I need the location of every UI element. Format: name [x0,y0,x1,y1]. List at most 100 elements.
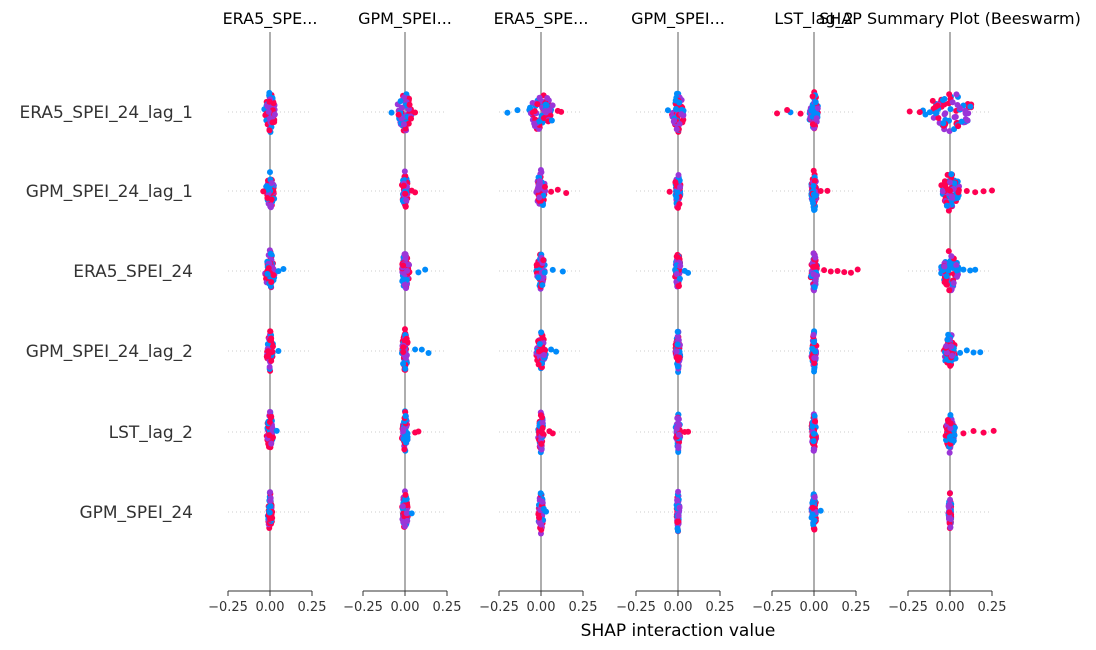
feature-label: ERA5_SPEI_24 [73,262,193,282]
x-tick-label: 0.00 [256,600,285,615]
beeswarm-dot [970,349,977,356]
beeswarm-dot [673,194,680,201]
beeswarm-dot [960,266,967,273]
beeswarm-dot [264,270,271,277]
beeswarm-dot [809,345,816,352]
beeswarm-dot [539,498,546,505]
x-axis-label: SHAP interaction value [581,621,776,641]
beeswarm-dot [673,425,680,432]
beeswarm-dot [673,348,680,355]
beeswarm-dot [403,510,410,517]
beeswarm-dot [267,497,274,504]
beeswarm-dot [677,262,684,269]
beeswarm-dot [941,101,948,108]
beeswarm-dot [784,107,791,114]
beeswarm-dot [947,362,954,369]
beeswarm-dot [536,348,543,355]
beeswarm-dot [534,186,541,193]
beeswarm-dot [542,109,549,116]
beeswarm-dot [266,169,273,176]
beeswarm-dot [543,508,550,515]
beeswarm-dot [854,266,861,273]
beeswarm-dot [542,101,549,108]
beeswarm-dot [955,189,962,196]
beeswarm-dot [946,449,953,456]
panel-title: GPM_SPEI... [631,9,725,29]
beeswarm-dot [541,269,548,276]
x-tick-label: 0.00 [527,600,556,615]
figure-title: SHAP Summary Plot (Beeswarm) [819,9,1081,28]
panels-layer: ERA5_SPEI_24_lag_1 GPM_SPEI_24_lag_1 ERA5_… [20,9,1007,615]
beeswarm-dot [402,190,409,197]
beeswarm-dot [268,202,275,209]
beeswarm-dot [811,177,818,184]
beeswarm-dot [267,414,274,421]
beeswarm-dot [906,108,913,115]
beeswarm-dot [948,171,955,178]
beeswarm-dot [402,413,409,420]
beeswarm-dot [950,280,957,287]
beeswarm-dot [943,343,950,350]
beeswarm-dot [930,114,937,121]
beeswarm-dot [962,107,969,114]
beeswarm-dot [664,107,671,114]
beeswarm-dot [812,418,819,425]
beeswarm-dot [824,187,831,194]
beeswarm-dot [268,440,275,447]
feature-label: GPM_SPEI_24_lag_2 [26,342,193,362]
beeswarm-dot [540,257,547,264]
panel-title: GPM_SPEI... [358,9,452,29]
beeswarm-dot [536,178,543,185]
beeswarm-dot [945,503,952,510]
beeswarm-dot [531,108,538,115]
beeswarm-dot [406,101,413,108]
beeswarm-dot [947,420,954,427]
beeswarm-dot [811,517,818,524]
beeswarm-dot [554,186,561,193]
x-tick-label: −0.25 [208,600,248,615]
beeswarm-dot [939,97,946,104]
panel-title: ERA5_SPE... [223,9,318,29]
beeswarm-dot [811,526,818,533]
x-tick-label: 0.25 [569,600,598,615]
beeswarm-dot [810,167,817,174]
beeswarm-dot [809,504,816,511]
beeswarm-dot [260,188,267,195]
beeswarm-dot [538,521,545,528]
beeswarm-dot [666,188,673,195]
beeswarm-dot [675,443,682,450]
beeswarm-dot [943,202,950,209]
beeswarm-dot [944,336,951,343]
beeswarm-dot [809,499,816,506]
beeswarm-dot [673,126,680,133]
beeswarm-dot [418,346,425,353]
beeswarm-dot [400,121,407,128]
beeswarm-dot [810,191,817,198]
beeswarm-dot [943,281,950,288]
beeswarm-dot [534,101,541,108]
beeswarm-dot [947,425,954,432]
beeswarm-dot [812,254,819,261]
beeswarm-dot [675,431,682,438]
beeswarm-dot [674,525,681,532]
beeswarm-dot [949,99,956,106]
beeswarm-dot [812,99,819,106]
beeswarm-dot [401,251,408,258]
beeswarm-dot [404,517,411,524]
beeswarm-dot [685,269,692,276]
beeswarm-dot [810,437,817,444]
beeswarm-dot [400,344,407,351]
x-tick-label: −0.25 [343,600,383,615]
beeswarm-dot [266,89,273,96]
panel-3: −0.25 0.00 0.25 ERA5_SPE... [479,9,597,615]
beeswarm-dot [933,109,940,116]
beeswarm-dot [402,337,409,344]
beeswarm-dot [273,427,280,434]
beeswarm-dot [412,189,419,196]
beeswarm-dot [674,363,681,370]
beeswarm-dot [266,419,273,426]
beeswarm-dot [811,360,818,367]
beeswarm-dot [558,108,565,115]
beeswarm-dot [941,263,948,270]
beeswarm-dot [945,331,952,338]
